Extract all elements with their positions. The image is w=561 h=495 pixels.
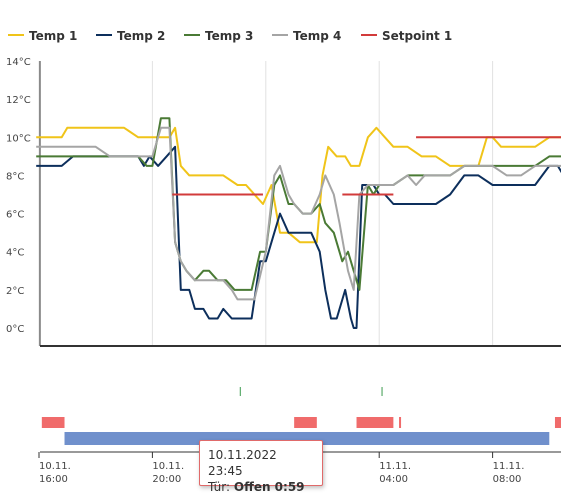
- y-tick-label: 14°C: [6, 57, 31, 68]
- series-line-2: [36, 145, 561, 329]
- y-tick-label: 2°C: [6, 286, 24, 297]
- plot-area: [36, 117, 561, 347]
- timeline-closed-bar: [64, 432, 550, 445]
- x-tick-date: 11.11.: [493, 461, 525, 472]
- legend-label-2: Temp 2: [117, 29, 165, 43]
- x-tick-label: 08:00: [493, 474, 522, 485]
- x-tick-label: 16:00: [39, 474, 68, 485]
- y-tick-label: 10°C: [6, 133, 31, 144]
- legend-label-1: Temp 1: [29, 29, 77, 43]
- x-tick-date: 11.11.: [379, 461, 411, 472]
- y-tick-label: 8°C: [6, 171, 24, 182]
- y-tick-label: 4°C: [6, 248, 24, 259]
- y-tick-label: 12°C: [6, 95, 31, 106]
- timeline-open-block-4: [399, 417, 402, 428]
- timeline-open-block-3: [356, 417, 394, 428]
- grid: [38, 61, 494, 346]
- timeline-open-block-2: [294, 417, 317, 428]
- tooltip-datetime: 10.11.2022 23:45: [208, 448, 277, 478]
- y-tick-label: 0°C: [6, 324, 24, 335]
- tooltip-value: Offen 0:59: [233, 480, 305, 494]
- timeline-navigator[interactable]: [41, 387, 561, 445]
- legend-label-5: Setpoint 1: [382, 29, 452, 43]
- timeline-open-block-1: [41, 417, 65, 428]
- x-tick-label: 04:00: [379, 474, 408, 485]
- tooltip-status: Tür: Offen 0:59: [208, 479, 314, 495]
- x-tick-date: 10.11.: [39, 461, 71, 472]
- tooltip-label: Tür:: [208, 480, 231, 494]
- tooltip: 10.11.2022 23:45 Tür: Offen 0:59: [199, 440, 323, 494]
- series-line-4: [36, 126, 561, 301]
- y-axis: 0°C 2°C 4°C 6°C 8°C 10°C 12°C 14°C: [6, 57, 41, 346]
- legend: Temp 1 Temp 2 Temp 3 Temp 4 Setpoint 1: [8, 29, 452, 43]
- legend-label-4: Temp 4: [293, 29, 341, 43]
- series-line-3: [36, 117, 561, 291]
- timeline-open-block-5: [554, 417, 561, 428]
- x-tick-date: 10.11.: [152, 461, 184, 472]
- series-line-1: [36, 126, 561, 244]
- y-tick-label: 6°C: [6, 210, 24, 221]
- legend-label-3: Temp 3: [205, 29, 253, 43]
- x-tick-label: 20:00: [152, 474, 181, 485]
